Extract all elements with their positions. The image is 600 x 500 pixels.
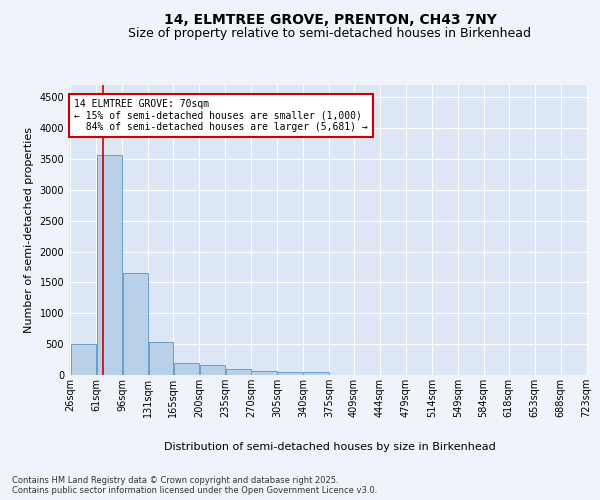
Bar [251, 370, 277, 375]
Text: Distribution of semi-detached houses by size in Birkenhead: Distribution of semi-detached houses by … [164, 442, 496, 452]
Bar [226, 369, 251, 375]
Bar [97, 154, 122, 375]
Text: Size of property relative to semi-detached houses in Birkenhead: Size of property relative to semi-detach… [128, 26, 532, 40]
Bar [200, 366, 225, 375]
Bar [173, 362, 199, 375]
Bar [303, 372, 329, 375]
Bar [71, 344, 96, 375]
Bar [149, 342, 173, 375]
Y-axis label: Number of semi-detached properties: Number of semi-detached properties [24, 127, 34, 333]
Text: 14, ELMTREE GROVE, PRENTON, CH43 7NY: 14, ELMTREE GROVE, PRENTON, CH43 7NY [164, 12, 496, 26]
Text: Contains HM Land Registry data © Crown copyright and database right 2025.
Contai: Contains HM Land Registry data © Crown c… [12, 476, 377, 495]
Bar [277, 372, 302, 375]
Bar [122, 273, 148, 375]
Text: 14 ELMTREE GROVE: 70sqm
← 15% of semi-detached houses are smaller (1,000)
  84% : 14 ELMTREE GROVE: 70sqm ← 15% of semi-de… [74, 98, 368, 132]
